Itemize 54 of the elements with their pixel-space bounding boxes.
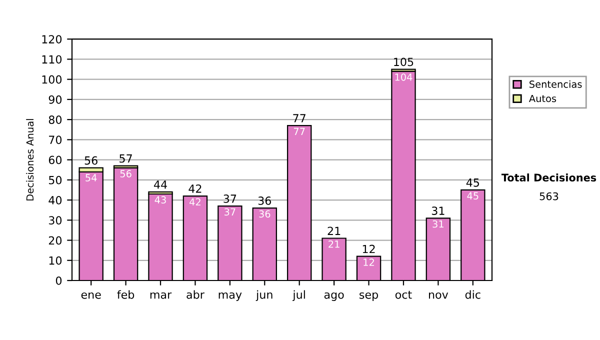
text: 563 xyxy=(540,192,558,200)
data-label: 104 xyxy=(395,73,412,81)
y-axis-title: Decisiones Anual xyxy=(26,119,34,200)
data-label: 43 xyxy=(154,196,166,204)
x-tick-label: mar xyxy=(150,292,172,299)
y-tick-label: 70 xyxy=(49,136,62,144)
y-tick-label: 110 xyxy=(42,55,62,64)
x-tick-label: feb xyxy=(117,290,134,299)
y-tick-label: 90 xyxy=(48,95,62,104)
data-label: 36 xyxy=(259,210,270,218)
y-tick-label: 30 xyxy=(48,216,62,225)
y-tick-label: 40 xyxy=(48,196,62,204)
x-tick-label: jun xyxy=(256,290,272,301)
total-label: 44 xyxy=(154,180,167,189)
y-tick-label: 20 xyxy=(48,236,62,245)
total-label: 31 xyxy=(432,206,444,215)
legend-label: Autos xyxy=(528,94,556,102)
y-tick-label: 0 xyxy=(56,276,62,285)
x-tick-label: sep xyxy=(360,292,378,301)
total-label: 56 xyxy=(84,156,98,165)
total-label: 42 xyxy=(188,184,202,193)
data-label: 21 xyxy=(328,240,340,248)
y-tick-label: 10 xyxy=(49,256,62,265)
x-tick-label: nov xyxy=(429,292,448,299)
total-label: 45 xyxy=(466,178,480,187)
y-tick-label: 50 xyxy=(48,176,62,184)
x-tick-label: ene xyxy=(81,292,101,299)
data-label: 56 xyxy=(120,170,132,178)
total-label: 77 xyxy=(293,114,306,122)
data-label: 37 xyxy=(224,208,236,216)
x-tick-label: jul xyxy=(292,290,305,301)
total-label: 105 xyxy=(394,58,414,66)
y-tick-label: 60 xyxy=(48,156,62,164)
text: Total Decisiones xyxy=(501,173,596,182)
y-tick-label: 80 xyxy=(48,116,62,124)
x-tick-label: oct xyxy=(395,290,412,299)
data-label: 77 xyxy=(294,128,305,135)
y-tick-label: 120 xyxy=(42,35,62,44)
x-tick-label: may xyxy=(218,292,242,301)
data-label: 12 xyxy=(364,258,374,266)
data-label: 31 xyxy=(432,220,444,228)
x-tick-label: abr xyxy=(186,290,204,299)
data-label: 54 xyxy=(86,174,97,182)
data-label: 42 xyxy=(190,198,200,206)
data-label: 45 xyxy=(467,192,478,200)
x-tick-label: ago xyxy=(324,292,344,301)
total-label: 57 xyxy=(120,154,132,163)
total-label: 12 xyxy=(362,244,375,254)
total-label: 21 xyxy=(328,226,340,235)
x-tick-label: dic xyxy=(465,290,480,299)
total-label: 36 xyxy=(258,196,272,205)
total-label: 37 xyxy=(224,194,236,203)
legend-label: Sentencias xyxy=(530,80,582,88)
y-tick-label: 100 xyxy=(42,75,62,84)
